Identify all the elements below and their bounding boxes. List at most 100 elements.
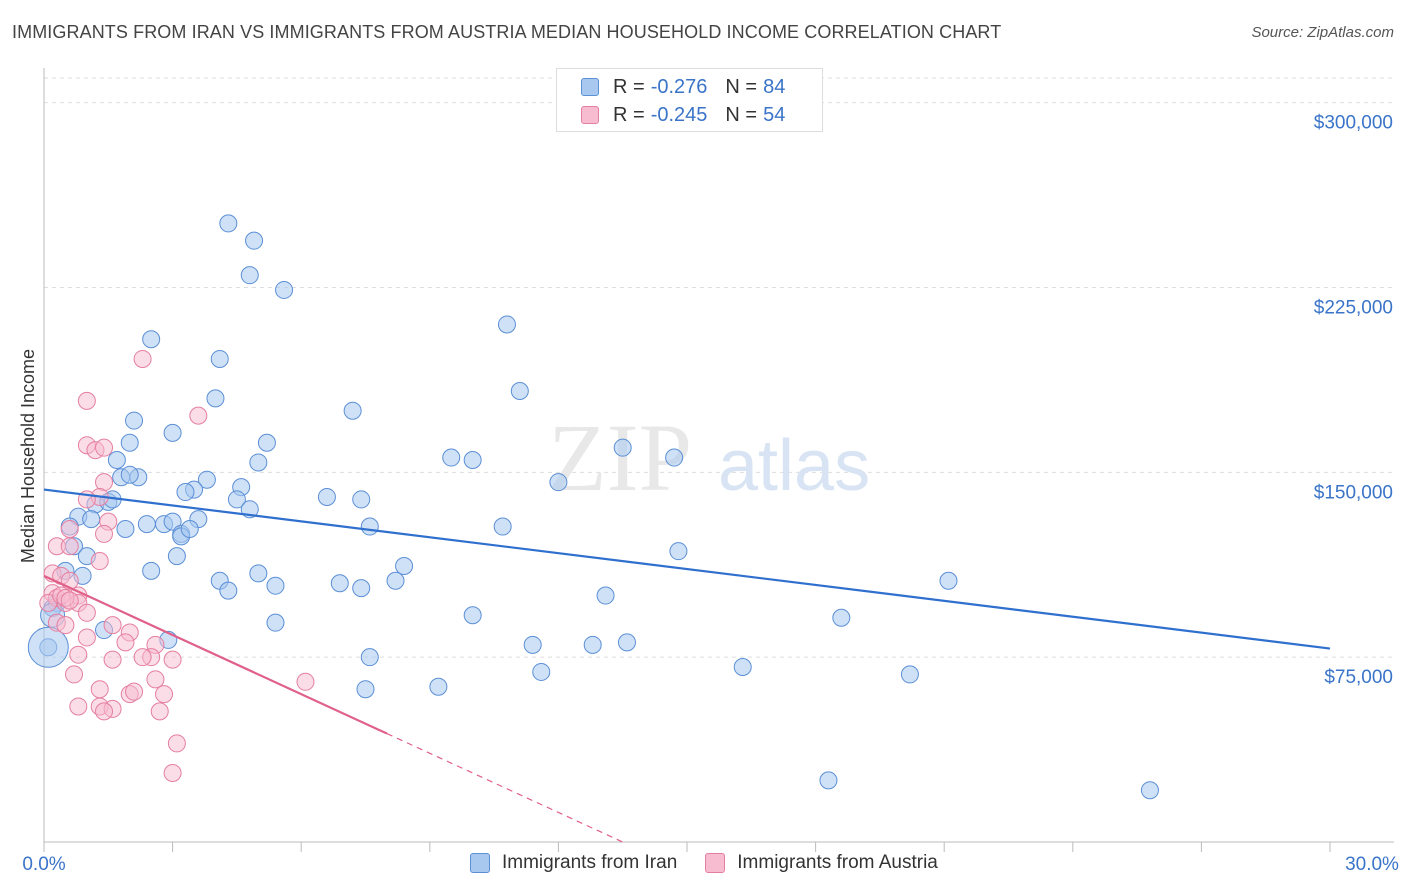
- data-point-iran: [210, 349, 229, 368]
- data-point-austria: [90, 680, 109, 699]
- data-point-iran: [665, 448, 684, 467]
- data-point-austria: [77, 391, 96, 410]
- data-point-austria: [155, 685, 174, 704]
- data-point-iran: [206, 389, 225, 408]
- tick-labels: $75,000 $150,000 $225,000 $300,000 0.0% 30.0%: [22, 113, 1399, 875]
- data-point-austria: [60, 591, 79, 610]
- axes: [43, 68, 1394, 852]
- data-point-iran: [463, 451, 482, 469]
- legend-n-label-austria: N =: [725, 103, 758, 126]
- data-point-iran: [142, 330, 161, 349]
- data-point-iran: [429, 677, 448, 696]
- data-point-iran: [386, 571, 405, 590]
- data-point-austria: [65, 665, 84, 684]
- series-legend: Immigrants from Iran Immigrants from Aus…: [470, 852, 966, 874]
- data-point-austria: [95, 524, 114, 543]
- data-point-iran: [510, 381, 529, 400]
- data-point-iran: [442, 448, 461, 467]
- data-point-austria: [167, 734, 186, 753]
- data-point-iran: [142, 561, 161, 580]
- data-point-iran: [613, 438, 632, 457]
- data-point-iran: [497, 315, 516, 334]
- data-point-austria: [60, 537, 79, 556]
- series-swatch-iran: [470, 853, 490, 873]
- data-point-iran: [596, 586, 615, 605]
- data-point-iran: [176, 483, 195, 502]
- data-point-austria: [95, 438, 114, 457]
- legend-r-label-austria: R =: [613, 103, 645, 126]
- series-austria-points: [39, 349, 315, 782]
- data-point-austria: [296, 672, 315, 691]
- data-point-iran: [669, 542, 688, 561]
- data-point-iran: [125, 411, 144, 430]
- chart-title: IMMIGRANTS FROM IRAN VS IMMIGRANTS FROM …: [12, 22, 1002, 42]
- data-point-iran: [180, 520, 199, 539]
- data-point-iran: [463, 606, 482, 625]
- data-point-iran: [82, 510, 101, 529]
- legend-r-value-austria: -0.245: [650, 103, 708, 126]
- data-point-iran: [549, 473, 568, 492]
- y-tick-label: $150,000: [1314, 482, 1393, 503]
- series-label-austria: Immigrants from Austria: [737, 852, 938, 873]
- data-point-austria: [163, 763, 182, 782]
- data-point-iran: [583, 635, 602, 654]
- data-point-iran: [27, 626, 69, 668]
- legend-swatch-austria: [581, 106, 599, 124]
- data-point-iran: [219, 581, 238, 600]
- data-point-iran: [163, 423, 182, 442]
- data-point-iran: [317, 487, 336, 506]
- legend-row-austria: R = -0.245 N = 54: [581, 101, 785, 129]
- data-point-austria: [77, 603, 96, 622]
- legend-swatch-iran: [581, 78, 599, 96]
- data-point-iran: [532, 662, 551, 681]
- series-legend-iran[interactable]: Immigrants from Iran: [470, 852, 677, 874]
- data-point-iran: [266, 613, 285, 632]
- data-point-austria: [150, 702, 169, 721]
- series-swatch-austria: [705, 853, 726, 873]
- data-point-iran: [832, 608, 851, 627]
- legend-n-value-austria: 54: [763, 103, 786, 126]
- data-point-iran: [163, 512, 182, 531]
- series-iran-points: [27, 214, 1159, 800]
- data-point-iran: [167, 547, 186, 566]
- data-point-iran: [227, 490, 246, 509]
- data-point-iran: [330, 574, 349, 593]
- y-tick-label: $75,000: [1324, 667, 1393, 688]
- grid-lines: [44, 77, 1394, 658]
- data-point-iran: [137, 515, 156, 534]
- data-point-austria: [77, 628, 96, 647]
- trend-line-austria-extension: [386, 733, 623, 843]
- data-point-iran: [352, 490, 371, 509]
- data-point-iran: [116, 520, 135, 539]
- legend-r-label-iran: R =: [613, 75, 645, 98]
- data-point-iran: [120, 433, 139, 452]
- data-point-iran: [343, 401, 362, 420]
- data-point-iran: [360, 517, 379, 536]
- legend-r-value-iran: -0.276: [650, 75, 708, 98]
- watermark-atlas: atlas: [718, 426, 870, 506]
- series-legend-austria[interactable]: Immigrants from Austria: [705, 852, 938, 874]
- data-point-austria: [103, 616, 122, 635]
- x-tick-label: 30.0%: [1345, 854, 1399, 875]
- data-point-iran: [245, 231, 264, 250]
- legend-row-iran: R = -0.276 N = 84: [581, 73, 785, 101]
- data-point-iran: [107, 451, 126, 469]
- data-point-iran: [197, 470, 216, 489]
- data-point-iran: [352, 579, 371, 598]
- data-point-austria: [163, 650, 182, 669]
- data-point-iran: [219, 214, 238, 233]
- trend-line-iran: [43, 488, 1331, 650]
- data-point-austria: [56, 616, 75, 635]
- correlation-legend: R = -0.276 N = 84 R = -0.245 N = 54: [556, 68, 823, 132]
- trend-lines: [43, 488, 1331, 843]
- y-axis-label: Median Household Income: [18, 349, 38, 563]
- trend-line-austria: [43, 574, 388, 735]
- data-point-iran: [275, 280, 294, 299]
- data-point-iran: [266, 576, 285, 595]
- data-point-iran: [120, 465, 139, 484]
- data-point-iran: [249, 453, 268, 472]
- data-point-austria: [125, 682, 144, 701]
- data-point-austria: [95, 702, 114, 721]
- data-point-iran: [939, 571, 958, 590]
